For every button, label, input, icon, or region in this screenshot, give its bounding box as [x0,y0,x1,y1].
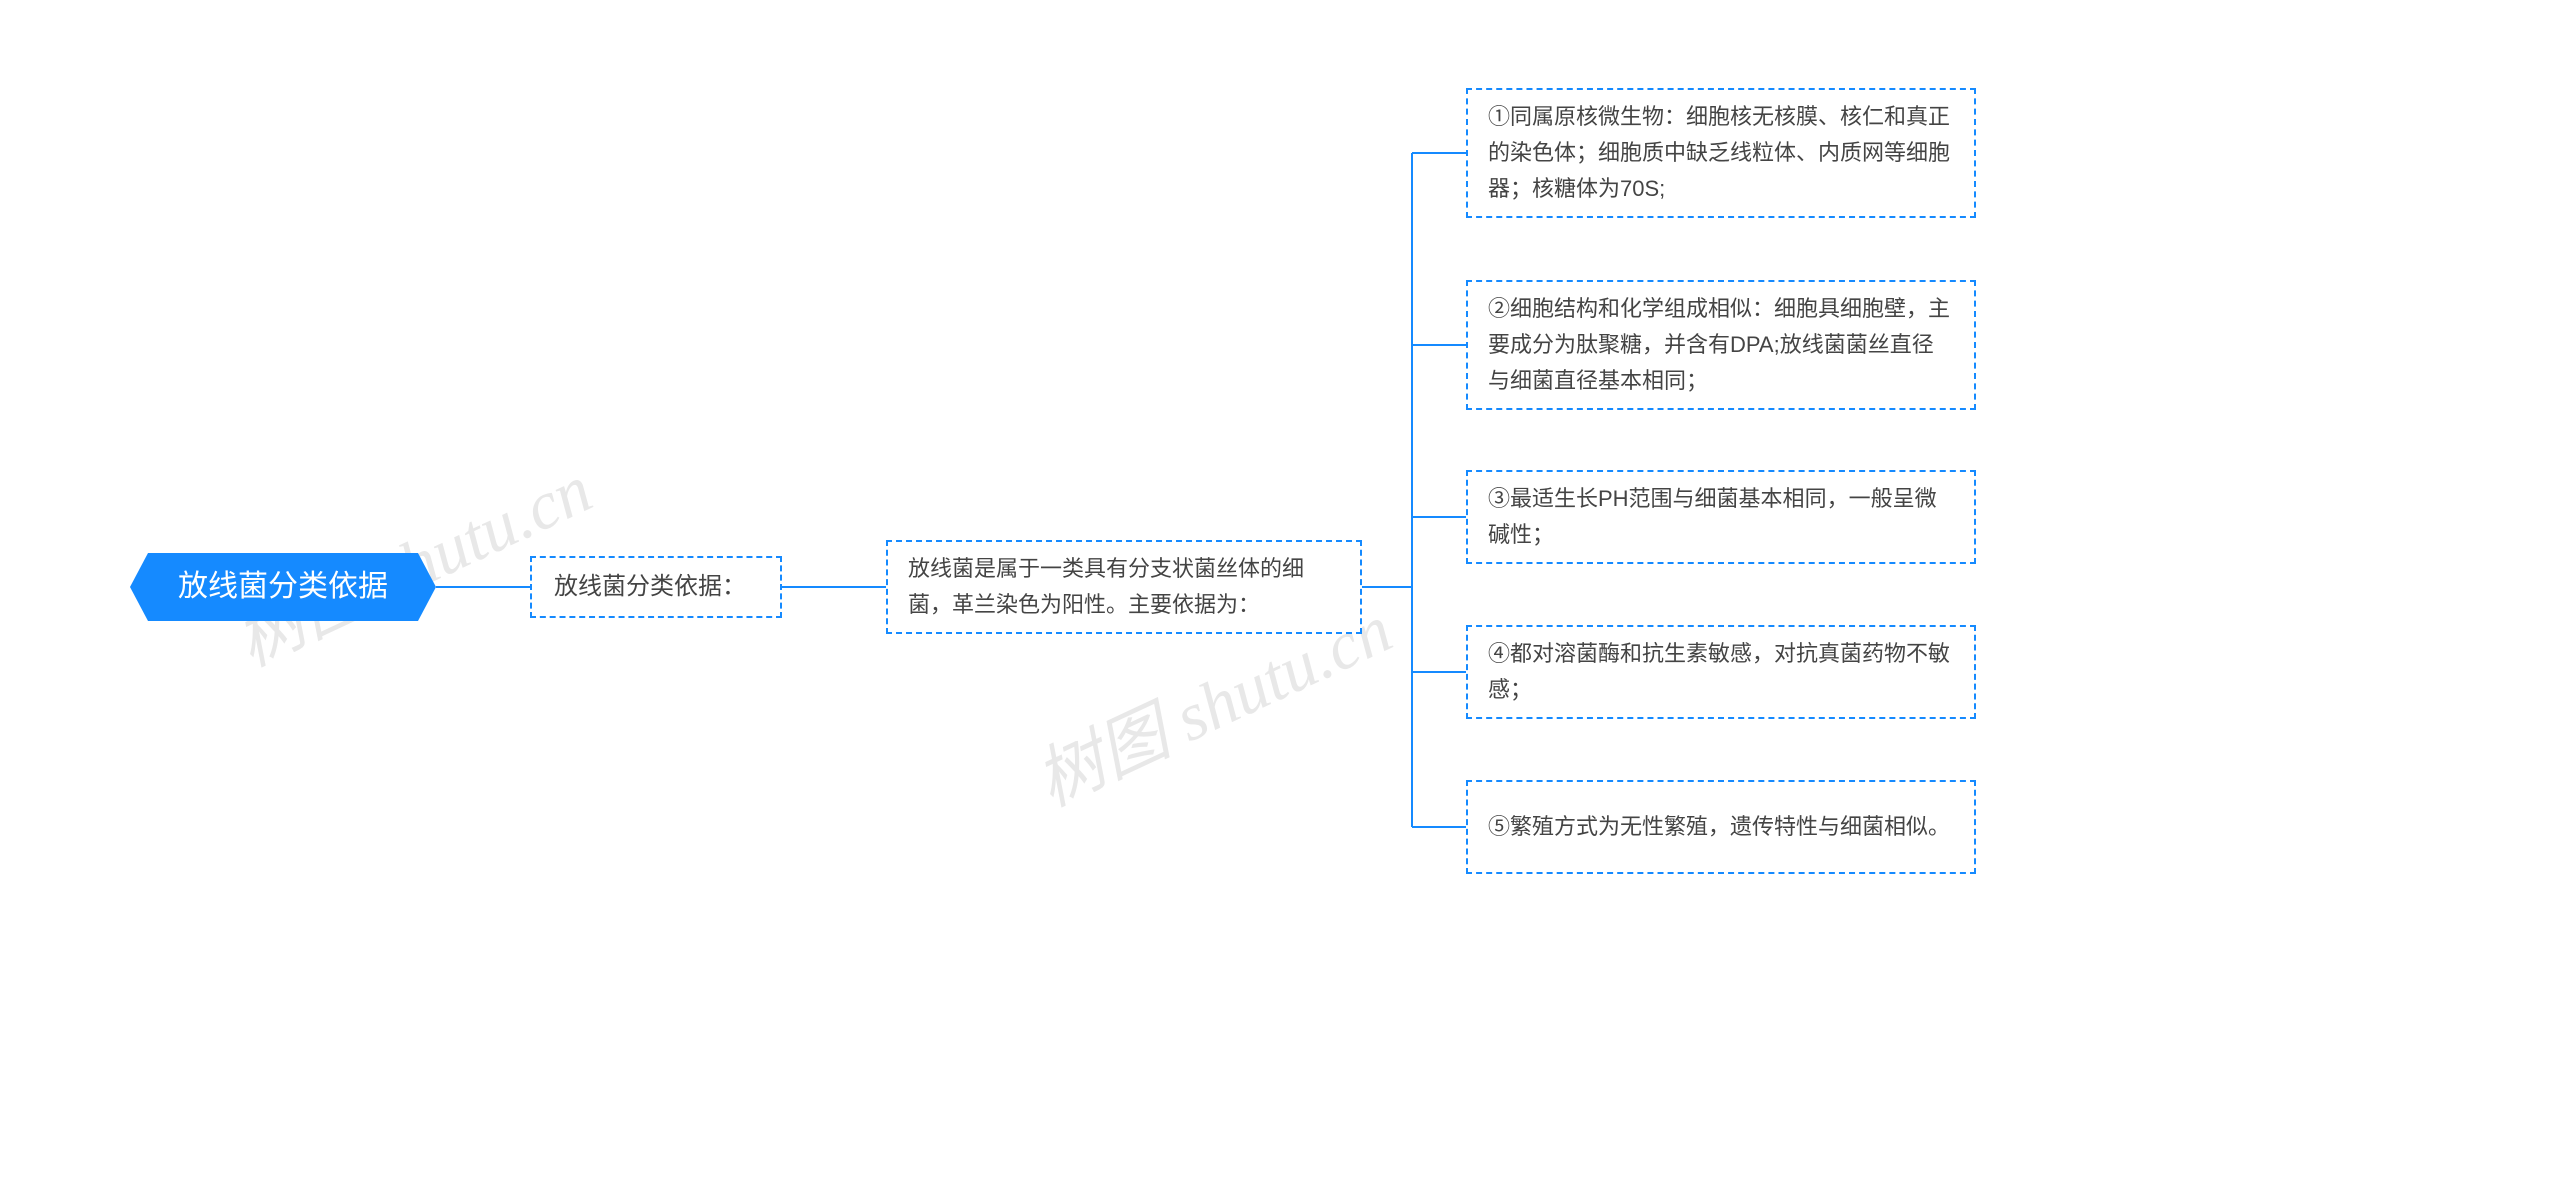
leaf-label: ⑤繁殖方式为无性繁殖，遗传特性与细菌相似。 [1488,809,1950,845]
branch-label: 放线菌分类依据： [554,568,746,606]
leaf-node-2[interactable]: ②细胞结构和化学组成相似：细胞具细胞壁，主要成分为肽聚糖，并含有DPA;放线菌菌… [1466,280,1976,410]
branch-node-level2[interactable]: 放线菌是属于一类具有分支状菌丝体的细菌，革兰染色为阳性。主要依据为： [886,540,1362,634]
leaf-label: ②细胞结构和化学组成相似：细胞具细胞壁，主要成分为肽聚糖，并含有DPA;放线菌菌… [1488,291,1954,400]
root-node[interactable]: 放线菌分类依据 [148,553,418,621]
leaf-node-3[interactable]: ③最适生长PH范围与细菌基本相同，一般呈微碱性； [1466,470,1976,564]
leaf-label: ④都对溶菌酶和抗生素敏感，对抗真菌药物不敏感； [1488,636,1954,709]
branch-label: 放线菌是属于一类具有分支状菌丝体的细菌，革兰染色为阳性。主要依据为： [908,551,1340,624]
root-label: 放线菌分类依据 [178,563,388,611]
leaf-node-1[interactable]: ①同属原核微生物：细胞核无核膜、核仁和真正的染色体；细胞质中缺乏线粒体、内质网等… [1466,88,1976,218]
branch-node-level1[interactable]: 放线菌分类依据： [530,556,782,618]
leaf-node-4[interactable]: ④都对溶菌酶和抗生素敏感，对抗真菌药物不敏感； [1466,625,1976,719]
leaf-label: ①同属原核微生物：细胞核无核膜、核仁和真正的染色体；细胞质中缺乏线粒体、内质网等… [1488,99,1954,208]
leaf-label: ③最适生长PH范围与细菌基本相同，一般呈微碱性； [1488,481,1954,554]
leaf-node-5[interactable]: ⑤繁殖方式为无性繁殖，遗传特性与细菌相似。 [1466,780,1976,874]
